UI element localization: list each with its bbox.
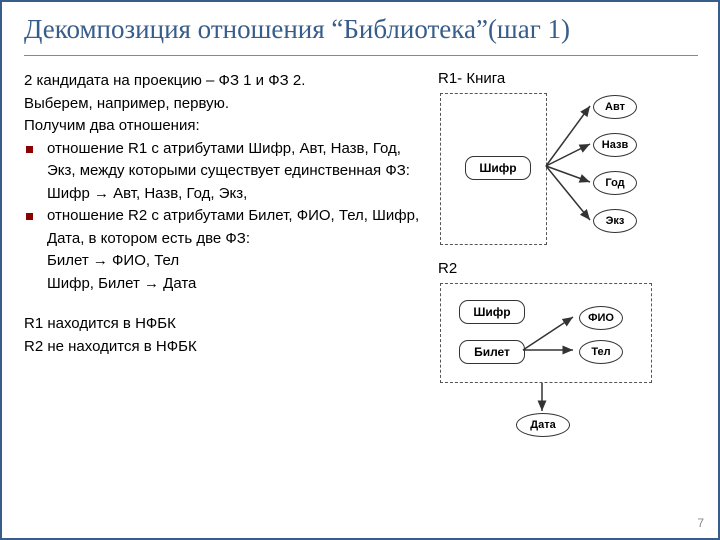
node-shifr2: Шифр: [459, 300, 525, 324]
bullet-item: отношение R2 с атрибутами Билет, ФИО, Те…: [26, 205, 424, 295]
bullet-text: отношение R2 с атрибутами Билет, ФИО, Те…: [47, 205, 424, 295]
bullet-item: отношение R1 с атрибутами Шифр, Авт, Наз…: [26, 138, 424, 206]
node-ekz: Экз: [593, 209, 637, 233]
slide-title: Декомпозиция отношения “Библиотека”(шаг …: [24, 14, 698, 56]
right-diagrams: R1- Книга Шифр Авт Назв Год Экз: [438, 70, 698, 453]
diagram-r2-box: Шифр Билет ФИО Тел: [440, 283, 652, 383]
bullet-icon: [26, 146, 33, 153]
bullet-icon: [26, 213, 33, 220]
node-nazv: Назв: [593, 133, 637, 157]
node-avt: Авт: [593, 95, 637, 119]
node-fio: ФИО: [579, 306, 623, 330]
content-area: 2 кандидата на проекцию – ФЗ 1 и ФЗ 2. В…: [24, 70, 698, 453]
diagram-r1: Шифр Авт Назв Год Экз: [438, 93, 698, 248]
bullet-text: отношение R1 с атрибутами Шифр, Авт, Наз…: [47, 138, 424, 206]
node-tel: Тел: [579, 340, 623, 364]
diagram-r1-box: Шифр: [440, 93, 547, 245]
page-number: 7: [697, 516, 704, 530]
node-bilet: Билет: [459, 340, 525, 364]
node-shifr: Шифр: [465, 156, 531, 180]
text-line: R1 находится в НФБК: [24, 313, 424, 336]
diagram-label-r1: R1- Книга: [438, 70, 698, 87]
left-text: 2 кандидата на проекцию – ФЗ 1 и ФЗ 2. В…: [24, 70, 424, 453]
text-line: Выберем, например, первую.: [24, 93, 424, 116]
text-line: 2 кандидата на проекцию – ФЗ 1 и ФЗ 2.: [24, 70, 424, 93]
slide: Декомпозиция отношения “Библиотека”(шаг …: [0, 0, 720, 540]
node-god: Год: [593, 171, 637, 195]
diagram-label-r2: R2: [438, 260, 698, 277]
diagram-r2: Шифр Билет ФИО Тел Дата: [438, 283, 698, 453]
node-data: Дата: [516, 413, 570, 437]
text-line: Получим два отношения:: [24, 115, 424, 138]
text-line: R2 не находится в НФБК: [24, 336, 424, 359]
